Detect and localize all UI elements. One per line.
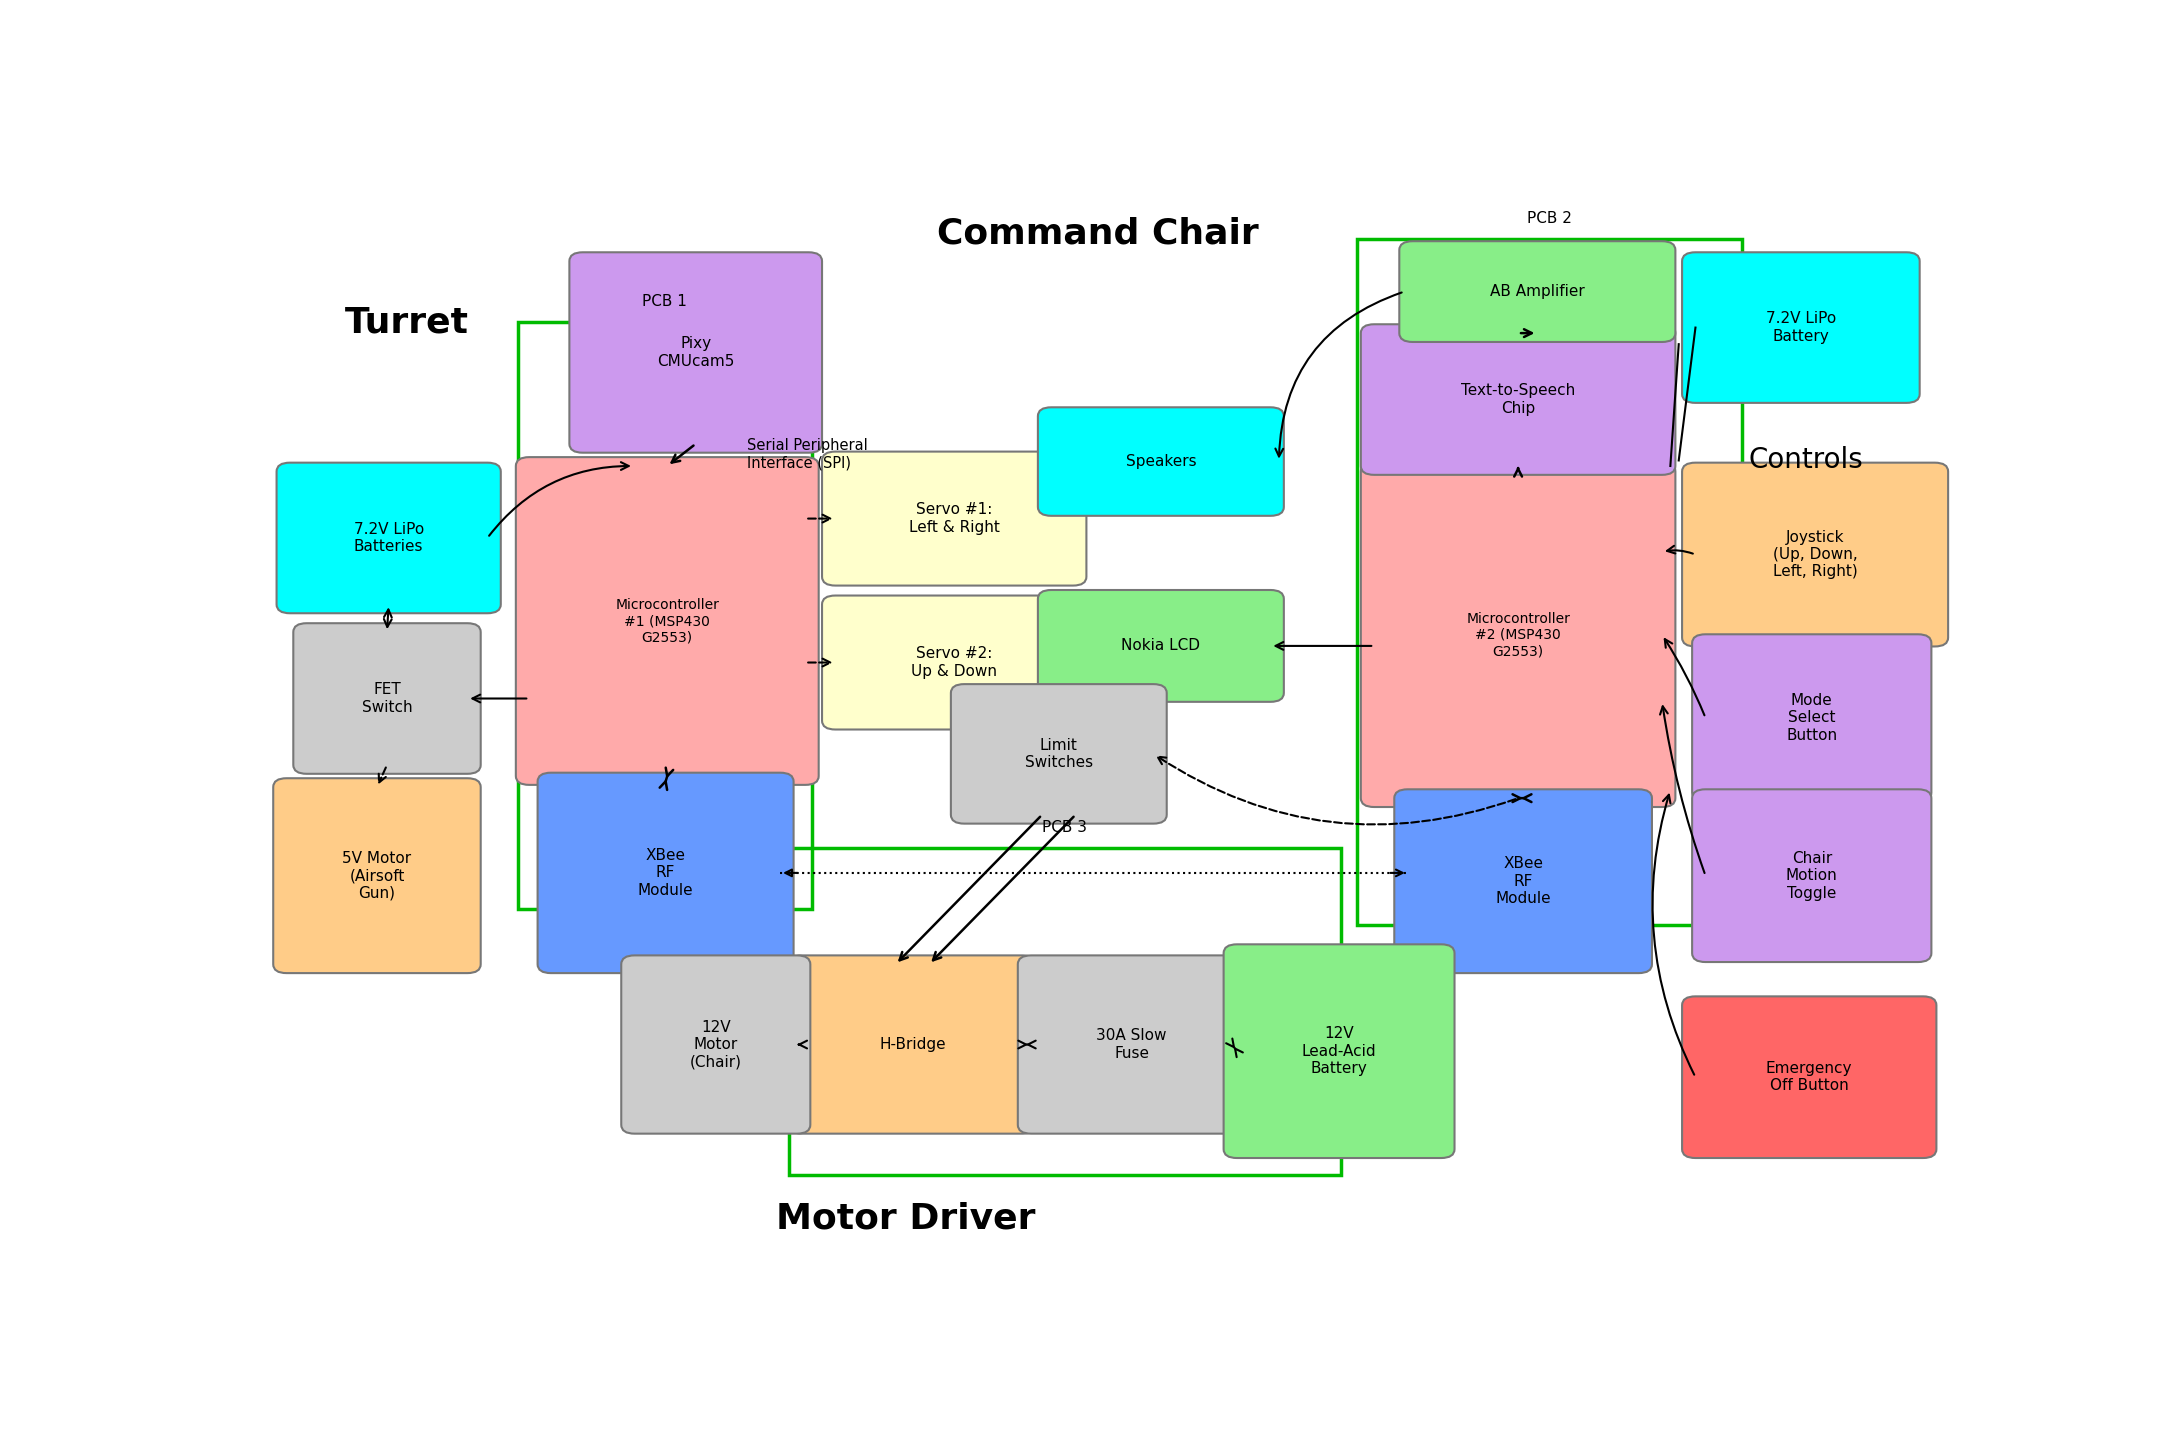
Text: Command Chair: Command Chair (937, 217, 1259, 250)
Text: Motor Driver: Motor Driver (775, 1202, 1036, 1235)
FancyBboxPatch shape (1693, 634, 1932, 801)
Text: PCB 1: PCB 1 (643, 293, 687, 309)
Text: Pixy
CMUcam5: Pixy CMUcam5 (656, 336, 734, 368)
FancyBboxPatch shape (1693, 789, 1932, 962)
FancyBboxPatch shape (538, 772, 795, 974)
FancyBboxPatch shape (1038, 590, 1285, 702)
Text: XBee
RF
Module: XBee RF Module (637, 848, 693, 897)
Text: Microcontroller
#2 (MSP430
G2553): Microcontroller #2 (MSP430 G2553) (1466, 611, 1570, 659)
Text: Chair
Motion
Toggle: Chair Motion Toggle (1785, 851, 1837, 900)
FancyBboxPatch shape (570, 252, 823, 453)
Bar (1358, 239, 1742, 926)
Text: Mode
Select
Button: Mode Select Button (1785, 693, 1837, 743)
Text: Text-to-Speech
Chip: Text-to-Speech Chip (1462, 384, 1576, 416)
Text: Servo #1:
Left & Right: Servo #1: Left & Right (909, 502, 1000, 535)
Text: PCB 2: PCB 2 (1526, 211, 1572, 226)
Text: 7.2V LiPo
Batteries: 7.2V LiPo Batteries (354, 522, 423, 554)
FancyBboxPatch shape (1395, 789, 1652, 974)
FancyBboxPatch shape (274, 778, 481, 974)
Text: Turret: Turret (345, 305, 469, 339)
Text: PCB 3: PCB 3 (1043, 820, 1088, 834)
Text: H-Bridge: H-Bridge (879, 1037, 946, 1053)
FancyBboxPatch shape (950, 684, 1166, 824)
Bar (788, 848, 1341, 1175)
Text: 12V
Lead-Acid
Battery: 12V Lead-Acid Battery (1302, 1027, 1377, 1076)
FancyBboxPatch shape (1399, 242, 1675, 342)
Text: FET
Switch: FET Switch (363, 682, 412, 715)
FancyBboxPatch shape (1682, 252, 1919, 403)
Text: Controls: Controls (1749, 446, 1863, 475)
Text: Joystick
(Up, Down,
Left, Right): Joystick (Up, Down, Left, Right) (1773, 529, 1857, 580)
Text: Emergency
Off Button: Emergency Off Button (1766, 1061, 1852, 1093)
Text: 30A Slow
Fuse: 30A Slow Fuse (1097, 1028, 1166, 1061)
FancyBboxPatch shape (276, 463, 501, 613)
Text: Limit
Switches: Limit Switches (1026, 738, 1092, 771)
FancyBboxPatch shape (294, 623, 481, 774)
Text: Microcontroller
#1 (MSP430
G2553): Microcontroller #1 (MSP430 G2553) (615, 598, 719, 644)
FancyBboxPatch shape (516, 457, 818, 785)
FancyBboxPatch shape (622, 955, 810, 1133)
FancyBboxPatch shape (1224, 945, 1455, 1158)
FancyBboxPatch shape (1682, 997, 1937, 1158)
FancyBboxPatch shape (823, 452, 1086, 585)
FancyBboxPatch shape (1038, 407, 1285, 516)
Text: 5V Motor
(Airsoft
Gun): 5V Motor (Airsoft Gun) (343, 851, 412, 900)
Text: 7.2V LiPo
Battery: 7.2V LiPo Battery (1766, 312, 1835, 344)
FancyBboxPatch shape (823, 595, 1086, 729)
Text: Speakers: Speakers (1125, 454, 1196, 469)
Bar (518, 322, 812, 909)
FancyBboxPatch shape (788, 955, 1036, 1133)
Text: 12V
Motor
(Chair): 12V Motor (Chair) (689, 1020, 743, 1070)
Text: Nokia LCD: Nokia LCD (1121, 638, 1200, 653)
FancyBboxPatch shape (1360, 324, 1675, 475)
FancyBboxPatch shape (1017, 955, 1246, 1133)
FancyBboxPatch shape (1682, 463, 1947, 647)
Text: XBee
RF
Module: XBee RF Module (1496, 856, 1550, 906)
Text: Servo #2:
Up & Down: Servo #2: Up & Down (911, 646, 997, 679)
Text: AB Amplifier: AB Amplifier (1490, 285, 1585, 299)
Text: Serial Peripheral
Interface (SPI): Serial Peripheral Interface (SPI) (747, 439, 868, 470)
FancyBboxPatch shape (1360, 463, 1675, 807)
